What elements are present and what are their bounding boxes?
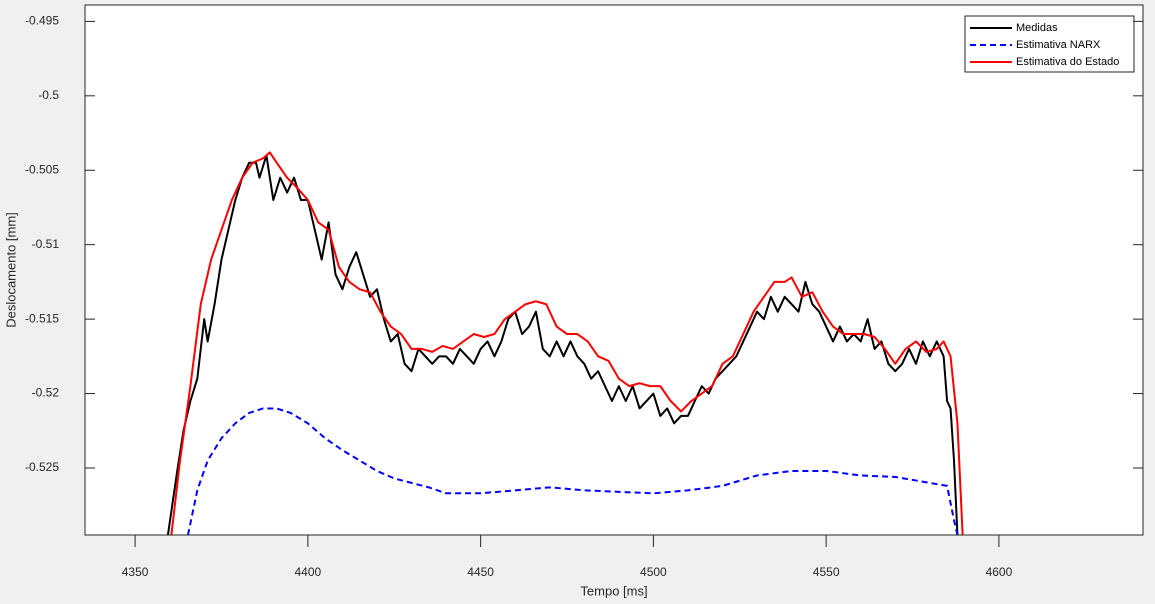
y-tick-label: -0.51 (32, 237, 60, 251)
x-tick-label: 4600 (986, 565, 1013, 579)
y-tick-label: -0.52 (32, 386, 60, 400)
y-tick-label: -0.515 (25, 311, 59, 325)
y-tick-label: -0.5 (38, 88, 59, 102)
data-line (170, 151, 964, 535)
x-tick-label: 4350 (122, 565, 149, 579)
y-tick-label: -0.525 (25, 460, 59, 474)
y-axis-label: Deslocamento [mm] (3, 212, 18, 328)
plot-area (85, 5, 1143, 535)
data-line (186, 407, 959, 535)
axes-box (84, 4, 1144, 536)
x-tick-label: 4450 (467, 565, 494, 579)
legend-text: Estimativa NARX (1016, 39, 1101, 51)
legend: Medidas Estimativa NARX Estimativa do Esta… (964, 15, 1135, 73)
x-tick-label: 4500 (640, 565, 667, 579)
x-tick-label: 4550 (813, 565, 840, 579)
x-tick-label: 4400 (295, 565, 322, 579)
x-axis-label: Tempo [ms] (580, 583, 647, 598)
legend-text: Medidas (1016, 22, 1058, 34)
legend-text: Estimativa do Estado (1016, 56, 1119, 68)
y-tick-label: -0.495 (25, 14, 59, 28)
lines (166, 151, 964, 535)
y-tick-label: -0.505 (25, 162, 59, 176)
